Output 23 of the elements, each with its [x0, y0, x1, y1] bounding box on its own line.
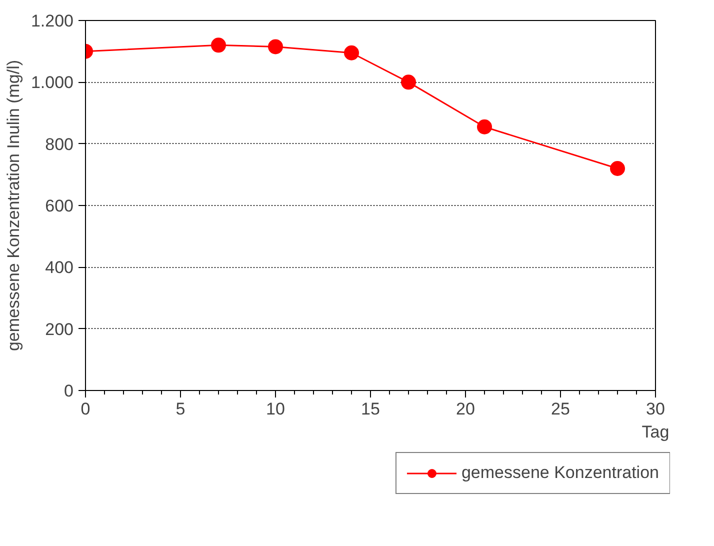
y-tick-label: 600	[45, 196, 74, 216]
y-tick-label: 1.000	[30, 73, 74, 92]
point	[477, 119, 492, 134]
x-tick-label: 25	[551, 400, 570, 418]
point	[344, 45, 359, 60]
y-tick-label: 0	[64, 382, 74, 400]
y-axis-title: gemessene Konzentration Inulin (mg/l)	[4, 60, 23, 352]
x-tick-label: 20	[456, 400, 475, 418]
legend-label: gemessene Konzentration	[461, 463, 659, 483]
y-tick-label: 1.200	[30, 12, 74, 30]
point	[211, 38, 226, 53]
y-tick-label: 200	[45, 320, 74, 339]
point	[610, 161, 625, 176]
point	[268, 39, 283, 54]
x-tick-label: 10	[266, 400, 285, 418]
x-axis-title: Tag	[642, 422, 670, 442]
y-tick-label: 800	[45, 134, 74, 154]
point	[401, 74, 416, 90]
x-tick-label: 15	[361, 400, 380, 418]
x-tick-label: 5	[176, 400, 186, 418]
y-tick-label: 400	[45, 258, 74, 278]
x-tick-label: 30	[646, 400, 665, 418]
x-tick-label: 0	[80, 400, 90, 418]
